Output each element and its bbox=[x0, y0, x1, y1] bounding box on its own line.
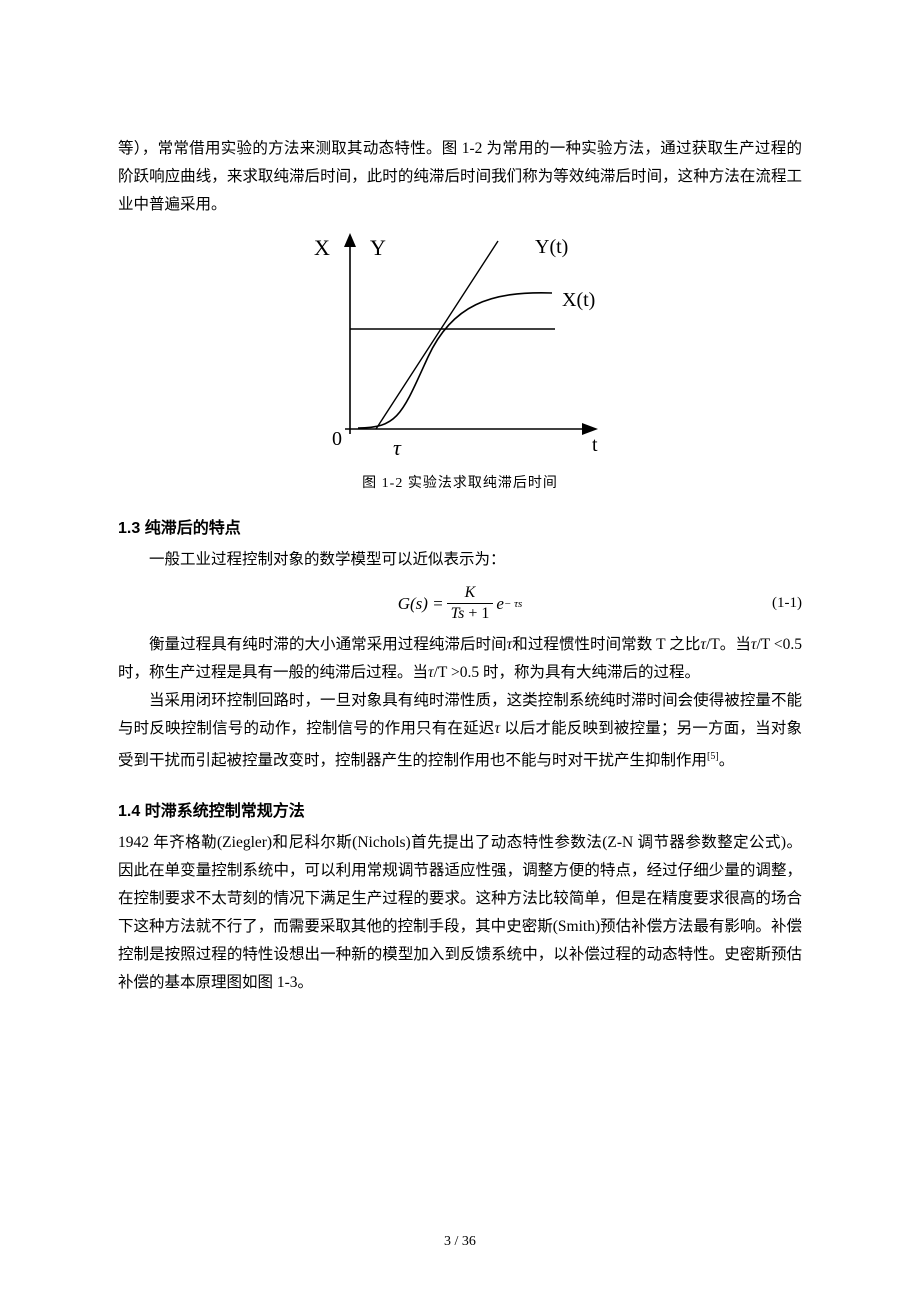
eq-exp-base: e bbox=[496, 594, 504, 614]
curve-label-Yt: Y(t) bbox=[535, 236, 568, 258]
eq-lhs: G(s) = bbox=[398, 594, 444, 614]
eq-fraction: K Ts + 1 bbox=[447, 584, 494, 623]
citation-5: [5] bbox=[707, 751, 719, 762]
t-axis-label: t bbox=[592, 434, 598, 456]
eq-numerator: K bbox=[461, 584, 480, 603]
section-1-4-p1: 1942 年齐格勒(Ziegler)和尼科尔斯(Nichols)首先提出了动态特… bbox=[118, 829, 802, 997]
equation-body: G(s) = K Ts + 1 e− τs bbox=[398, 584, 523, 623]
eq-exp-sup: − τs bbox=[504, 598, 522, 610]
curve-label-Xt: X(t) bbox=[562, 289, 595, 311]
section-1-4-heading: 1.4 时滞系统控制常规方法 bbox=[118, 797, 802, 821]
step-response-diagram: X Y Y(t) X(t) 0 τ t bbox=[290, 229, 630, 464]
axis-label-Y: Y bbox=[370, 235, 386, 260]
origin-label: 0 bbox=[332, 428, 342, 450]
equation-number: (1-1) bbox=[522, 595, 802, 612]
figure-caption: 图 1-2 实验法求取纯滞后时间 bbox=[118, 472, 802, 492]
section-1-3-heading: 1.3 纯滞后的特点 bbox=[118, 514, 802, 538]
page: 等），常常借用实验的方法来测取其动态特性。图 1-2 为常用的一种实验方法，通过… bbox=[0, 0, 920, 1302]
intro-paragraph: 等），常常借用实验的方法来测取其动态特性。图 1-2 为常用的一种实验方法，通过… bbox=[118, 135, 802, 219]
section-1-3-p3: 当采用闭环控制回路时，一旦对象具有纯时滞性质，这类控制系统纯时滞时间会使得被控量… bbox=[118, 687, 802, 775]
section-1-3-p2: 衡量过程具有纯时滞的大小通常采用过程纯滞后时间τ和过程惯性时间常数 T 之比τ/… bbox=[118, 631, 802, 687]
eq-denominator: Ts + 1 bbox=[447, 603, 494, 623]
section-1-3-p1: 一般工业过程控制对象的数学模型可以近似表示为： bbox=[118, 546, 802, 574]
equation-1-1: G(s) = K Ts + 1 e− τs (1-1) bbox=[118, 584, 802, 623]
page-footer: 3 / 36 bbox=[0, 1234, 920, 1250]
figure-1-2: X Y Y(t) X(t) 0 τ t bbox=[118, 229, 802, 464]
axis-label-X: X bbox=[314, 235, 330, 260]
tau-label: τ bbox=[393, 435, 402, 460]
